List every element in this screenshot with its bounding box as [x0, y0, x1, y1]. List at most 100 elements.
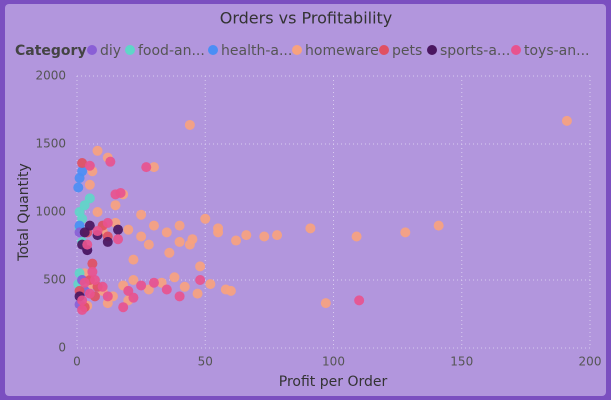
- y-tick-label: 500: [43, 273, 66, 287]
- point: [128, 254, 139, 265]
- point: [87, 266, 98, 277]
- point: [115, 187, 126, 198]
- x-axis-title: Profit per Order: [279, 374, 388, 390]
- point: [143, 239, 154, 250]
- x-tick-label: 200: [579, 355, 602, 369]
- x-tick-label: 150: [450, 355, 473, 369]
- point: [200, 213, 211, 224]
- y-tick-label: 1000: [35, 205, 66, 219]
- point: [113, 224, 124, 235]
- point: [73, 182, 84, 193]
- point: [320, 298, 331, 309]
- point: [123, 285, 134, 296]
- point: [102, 236, 113, 247]
- point: [84, 220, 95, 231]
- legend-swatch: [292, 45, 302, 55]
- legend-swatch: [379, 45, 389, 55]
- point: [79, 227, 90, 238]
- y-tick-label: 1500: [35, 137, 66, 151]
- point: [195, 261, 206, 272]
- point: [174, 220, 185, 231]
- point: [77, 295, 88, 306]
- legend-label: health-a...: [221, 43, 292, 59]
- point: [84, 288, 95, 299]
- point: [92, 226, 103, 237]
- point: [213, 223, 224, 234]
- point: [351, 231, 362, 242]
- point: [79, 200, 90, 211]
- point: [192, 288, 203, 299]
- legend-label: diy: [100, 43, 121, 59]
- point: [92, 207, 103, 217]
- point: [136, 209, 147, 220]
- point: [113, 234, 124, 245]
- y-tick-label: 2000: [35, 69, 66, 83]
- legend-swatch: [511, 45, 521, 55]
- point: [128, 292, 139, 303]
- point: [400, 227, 411, 238]
- legend-label: sports-a...: [440, 43, 510, 59]
- point: [136, 280, 147, 291]
- point: [87, 258, 98, 269]
- point: [128, 275, 139, 285]
- point: [169, 272, 180, 283]
- point: [433, 220, 444, 231]
- point: [102, 217, 113, 228]
- point: [79, 277, 90, 288]
- x-tick-label: 50: [198, 355, 213, 369]
- legend-swatch: [125, 45, 135, 55]
- point: [161, 227, 172, 238]
- point: [123, 224, 134, 235]
- point: [136, 231, 147, 242]
- point: [84, 193, 95, 204]
- y-axis-title: Total Quantity: [16, 163, 32, 262]
- point: [161, 284, 172, 295]
- point: [110, 200, 121, 211]
- legend-swatch: [87, 45, 97, 55]
- point: [102, 291, 113, 302]
- point: [89, 275, 100, 285]
- chart-title: Orders vs Profitability: [220, 9, 393, 28]
- legend-swatch: [208, 45, 218, 55]
- point: [148, 162, 159, 173]
- point: [148, 220, 159, 231]
- point: [97, 281, 108, 292]
- point: [231, 235, 242, 246]
- point: [77, 304, 88, 315]
- legend-label: toys-an...: [524, 43, 590, 59]
- point: [105, 156, 116, 167]
- point: [84, 179, 95, 190]
- point: [179, 281, 190, 292]
- point: [92, 145, 103, 156]
- point: [354, 295, 365, 306]
- point: [561, 115, 572, 126]
- legend-label: pets: [392, 43, 422, 59]
- point: [82, 239, 93, 250]
- point: [241, 230, 252, 241]
- point: [205, 279, 216, 290]
- point: [77, 166, 88, 177]
- legend-label: food-an...: [138, 43, 205, 59]
- point: [184, 239, 195, 250]
- point: [141, 162, 152, 173]
- point: [156, 277, 167, 288]
- point: [77, 158, 88, 169]
- legend-label: homeware: [305, 43, 379, 59]
- point: [184, 119, 195, 130]
- point: [84, 160, 95, 171]
- x-tick-label: 0: [73, 355, 81, 369]
- x-tick-label: 100: [322, 355, 345, 369]
- point: [305, 223, 316, 234]
- point: [143, 284, 154, 295]
- point: [148, 277, 159, 288]
- point: [174, 236, 185, 247]
- point: [195, 275, 206, 285]
- point: [259, 231, 270, 242]
- point: [118, 302, 129, 313]
- y-tick-label: 0: [58, 341, 66, 355]
- point: [225, 285, 236, 296]
- point: [164, 247, 175, 258]
- point: [272, 230, 283, 241]
